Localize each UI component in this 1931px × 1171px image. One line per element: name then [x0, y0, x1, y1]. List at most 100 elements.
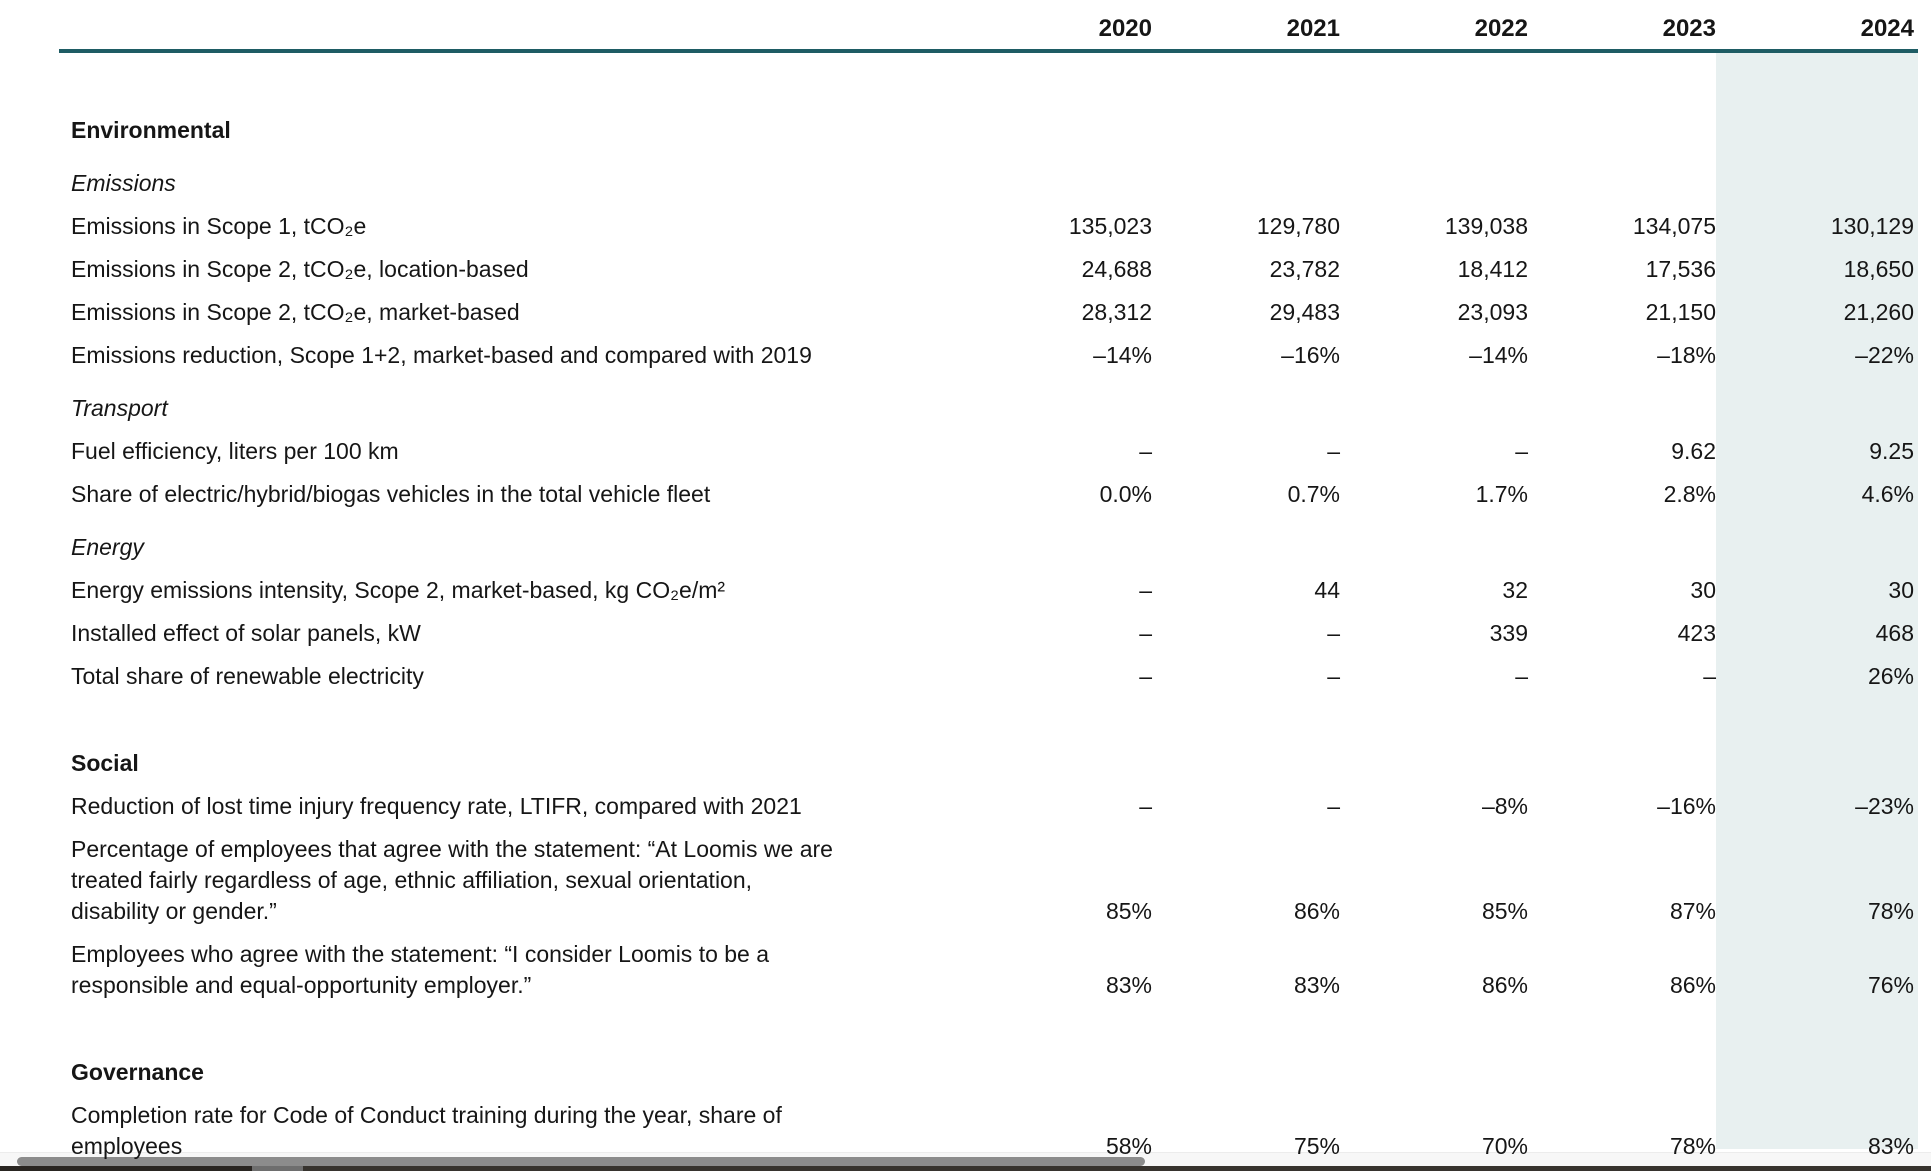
value-cell: – [1327, 663, 1340, 689]
value-cell: 339 [1489, 620, 1528, 646]
row-label: Percentage of employees that agree with … [71, 836, 833, 924]
highlight-band-2024 [1716, 53, 1918, 1149]
value-cell: 76% [1867, 972, 1914, 998]
value-cell: 86% [1293, 898, 1340, 924]
row-label: Fuel efficiency, liters per 100 km [71, 438, 399, 464]
value-cell: – [1327, 793, 1340, 819]
value-cell: – [1139, 438, 1152, 464]
value-cell: 44 [1314, 577, 1340, 603]
value-cell: 134,075 [1632, 213, 1716, 239]
table-row: Energy emissions intensity, Scope 2, mar… [59, 575, 1918, 606]
value-cell: 32 [1502, 577, 1528, 603]
value-cell: 26% [1867, 663, 1914, 689]
row-label: Transport [71, 395, 168, 421]
section-header-row: Governance [59, 1057, 1918, 1088]
value-cell: – [1703, 663, 1716, 689]
value-cell: 17,536 [1645, 256, 1716, 282]
bottom-edge-segment-dark2 [303, 1166, 1931, 1171]
section-header-row: Environmental [59, 115, 1918, 146]
value-cell: –16% [1657, 793, 1716, 819]
table-row: Share of electric/hybrid/biogas vehicles… [59, 479, 1918, 510]
value-cell: 85% [1481, 898, 1528, 924]
value-cell: – [1139, 577, 1152, 603]
value-cell: 58% [1105, 1133, 1152, 1159]
value-cell: 129,780 [1256, 213, 1340, 239]
row-label: Energy emissions intensity, Scope 2, mar… [71, 577, 726, 603]
horizontal-scrollbar-thumb[interactable] [17, 1157, 1145, 1166]
value-cell: –14% [1469, 342, 1528, 368]
year-column-header: 2024 [1860, 15, 1914, 42]
table-row: Emissions in Scope 2, tCO₂e, market-base… [59, 297, 1918, 328]
value-cell: 4.6% [1861, 481, 1914, 507]
esg-key-figures-table: 2020 2021 2022 2023 2024 Environmental Emiss… [59, 0, 1918, 1162]
value-cell: 23,782 [1269, 256, 1340, 282]
window-bottom-edge [0, 1166, 1931, 1171]
subsection-header-row: Energy [59, 532, 1918, 563]
value-cell: –23% [1855, 793, 1914, 819]
table-row: Emissions in Scope 1, tCO₂e 135,023 129,7… [59, 211, 1918, 242]
value-cell: – [1139, 663, 1152, 689]
value-cell: 83% [1105, 972, 1152, 998]
value-cell: 135,023 [1068, 213, 1152, 239]
value-cell: 423 [1677, 620, 1716, 646]
row-label: Emissions [71, 170, 176, 196]
value-cell: –16% [1281, 342, 1340, 368]
value-cell: – [1139, 620, 1152, 646]
row-label: Environmental [71, 117, 231, 143]
table-row: Percentage of employees that agree with … [59, 834, 1918, 927]
year-column-header: 2023 [1662, 15, 1716, 42]
table-row: Emissions reduction, Scope 1+2, market-b… [59, 340, 1918, 371]
value-cell: 83% [1867, 1133, 1914, 1159]
value-cell: – [1139, 793, 1152, 819]
row-label: Completion rate for Code of Conduct trai… [71, 1102, 782, 1159]
value-cell: 78% [1867, 898, 1914, 924]
value-cell: 83% [1293, 972, 1340, 998]
value-cell: –14% [1093, 342, 1152, 368]
value-cell: 70% [1481, 1133, 1528, 1159]
value-cell: 18,412 [1457, 256, 1528, 282]
table-body: Environmental Emissions Emissions in Sco… [59, 53, 1918, 1162]
table-row: Installed effect of solar panels, kW – – 3… [59, 618, 1918, 649]
bottom-edge-segment-dark [0, 1166, 252, 1171]
value-cell: 86% [1669, 972, 1716, 998]
table-row: Employees who agree with the statement: … [59, 939, 1918, 1001]
row-label: Emissions in Scope 2, tCO₂e, location-ba… [71, 256, 529, 282]
subsection-header-row: Transport [59, 393, 1918, 424]
table-row: Total share of renewable electricity – – –… [59, 661, 1918, 692]
value-cell: 468 [1875, 620, 1914, 646]
value-cell: 78% [1669, 1133, 1716, 1159]
value-cell: –8% [1481, 793, 1528, 819]
value-cell: 2.8% [1663, 481, 1716, 507]
bottom-edge-segment-gray [252, 1166, 303, 1171]
value-cell: 21,260 [1843, 299, 1914, 325]
year-column-header: 2021 [1286, 15, 1340, 42]
value-cell: –18% [1657, 342, 1716, 368]
row-label: Share of electric/hybrid/biogas vehicles… [71, 481, 711, 507]
value-cell: 23,093 [1457, 299, 1528, 325]
row-label: Emissions in Scope 2, tCO₂e, market-base… [71, 299, 520, 325]
table-row: Emissions in Scope 2, tCO₂e, location-ba… [59, 254, 1918, 285]
row-label: Energy [71, 534, 144, 560]
row-label: Reduction of lost time injury frequency … [71, 793, 802, 819]
value-cell: 18,650 [1843, 256, 1914, 282]
value-cell: 0.7% [1287, 481, 1340, 507]
value-cell: – [1515, 438, 1528, 464]
subsection-header-row: Emissions [59, 168, 1918, 199]
value-cell: 86% [1481, 972, 1528, 998]
value-cell: 87% [1669, 898, 1716, 924]
horizontal-scrollbar-track[interactable] [0, 1152, 1931, 1167]
value-cell: 130,129 [1830, 213, 1914, 239]
row-label: Social [71, 750, 139, 776]
value-cell: 75% [1293, 1133, 1340, 1159]
table-header-row: 2020 2021 2022 2023 2024 [59, 0, 1918, 53]
value-cell: 85% [1105, 898, 1152, 924]
value-cell: 29,483 [1269, 299, 1340, 325]
row-label: Emissions reduction, Scope 1+2, market-b… [71, 342, 812, 368]
value-cell: 24,688 [1081, 256, 1152, 282]
value-cell: –22% [1855, 342, 1914, 368]
row-label: Emissions in Scope 1, tCO₂e [71, 213, 367, 239]
value-cell: 28,312 [1081, 299, 1152, 325]
row-label: Governance [71, 1059, 204, 1085]
row-label: Employees who agree with the statement: … [71, 941, 770, 998]
